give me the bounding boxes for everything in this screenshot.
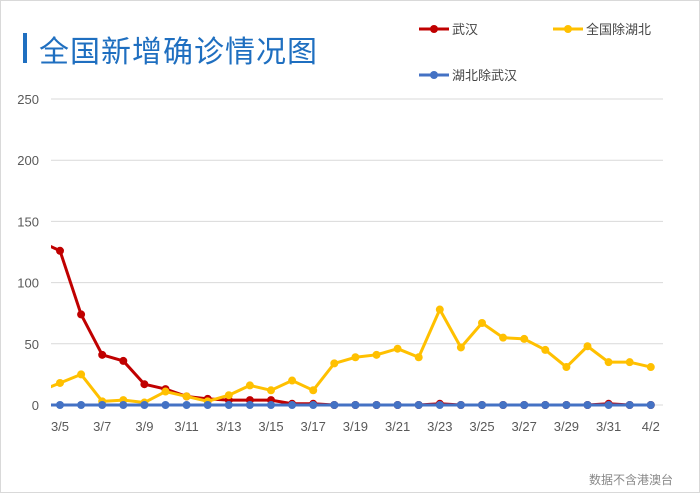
x-tick-label: 3/5 [51,419,69,434]
data-point [646,401,655,409]
legend-marker-icon [553,24,583,33]
x-tick-label: 3/11 [174,419,198,434]
x-tick-label: 4/2 [642,419,660,434]
x-tick-label: 3/17 [301,419,326,434]
data-point [562,363,571,372]
legend-item-hubei-excl-wuhan: 湖北除武汉 [419,65,517,84]
data-point [161,401,170,409]
data-point [414,353,423,362]
data-point [351,401,360,409]
data-point [625,358,634,367]
data-point [267,401,275,409]
legend-item-national-excl-hubei: 全国除湖北 [553,19,651,38]
data-point [56,246,64,255]
data-point [372,350,381,359]
y-tick-label: 200 [17,153,39,168]
legend-item-wuhan: 武汉 [419,19,478,38]
legend-marker-icon [419,24,449,33]
data-point [456,343,465,352]
legend-label: 湖北除武汉 [452,69,518,84]
x-tick-label: 3/13 [216,419,241,434]
y-tick-label: 250 [17,92,39,107]
footnote: 数据不含港澳台 [588,473,673,487]
data-point [56,401,64,409]
data-point [288,401,297,409]
title-accent-bar [23,33,27,63]
data-point [520,334,529,343]
data-point [245,381,254,390]
x-tick-label: 3/21 [385,419,410,434]
x-tick-label: 3/31 [596,419,621,434]
data-point [414,401,423,409]
series-line [51,308,652,405]
x-tick-label: 3/15 [258,419,283,434]
data-point [499,333,508,342]
x-tick-label: 3/29 [554,419,579,434]
x-tick-label: 3/23 [427,419,452,434]
data-point [562,401,571,409]
data-point [288,376,297,385]
x-tick-label: 3/7 [93,419,111,434]
data-point [646,363,655,372]
data-point [309,401,318,409]
data-point [77,370,86,379]
data-point [119,356,128,365]
data-point [372,401,381,409]
data-point [393,344,402,353]
data-point [604,401,613,409]
y-tick-label: 50 [25,337,39,352]
data-point [393,401,402,409]
series-line [51,244,651,407]
legend-marker-icon [419,70,449,79]
data-point [330,401,339,409]
data-point [330,359,339,368]
data-point [499,401,508,409]
data-point [435,305,444,314]
series-0 [51,244,655,409]
data-point [478,401,486,409]
data-point [98,350,107,359]
data-point [267,386,275,395]
chart-title: 全国新增确诊情况图 [39,35,318,70]
data-point [119,401,128,409]
data-point [203,401,212,409]
x-tick-label: 3/25 [469,419,494,434]
data-point [456,401,465,409]
y-tick-label: 100 [17,276,39,291]
data-point [182,392,191,401]
data-point [583,342,592,351]
data-point [98,401,107,409]
data-point [541,345,550,354]
data-point [309,386,318,395]
legend-label: 武汉 [452,23,479,38]
data-point [140,401,149,409]
data-point [604,358,613,367]
legend-label: 全国除湖北 [586,23,652,38]
x-tick-label: 3/19 [343,419,368,434]
data-point [625,401,634,409]
data-point [56,378,64,387]
series-1 [51,305,655,407]
data-point [161,387,170,396]
series-2 [51,401,655,409]
data-point [245,401,254,409]
data-point [224,401,233,409]
data-point [583,401,592,409]
y-tick-label: 150 [17,214,39,229]
data-point [77,310,86,319]
x-tick-label: 3/27 [512,419,537,434]
data-point [435,401,444,409]
data-point [351,353,360,362]
data-point [182,401,191,409]
data-point [520,401,529,409]
data-point [478,318,486,327]
x-tick-label: 3/9 [135,419,153,434]
data-point [140,380,149,389]
data-point [77,401,86,409]
data-point [224,391,233,400]
y-tick-label: 0 [32,398,39,413]
data-point [541,401,550,409]
